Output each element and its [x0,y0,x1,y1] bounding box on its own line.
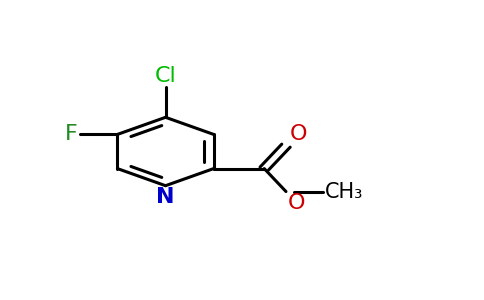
Text: CH₃: CH₃ [325,182,364,202]
Text: O: O [288,193,305,213]
Text: Cl: Cl [155,66,176,86]
Text: N: N [156,187,175,207]
Text: O: O [290,124,307,145]
Text: F: F [65,124,78,144]
